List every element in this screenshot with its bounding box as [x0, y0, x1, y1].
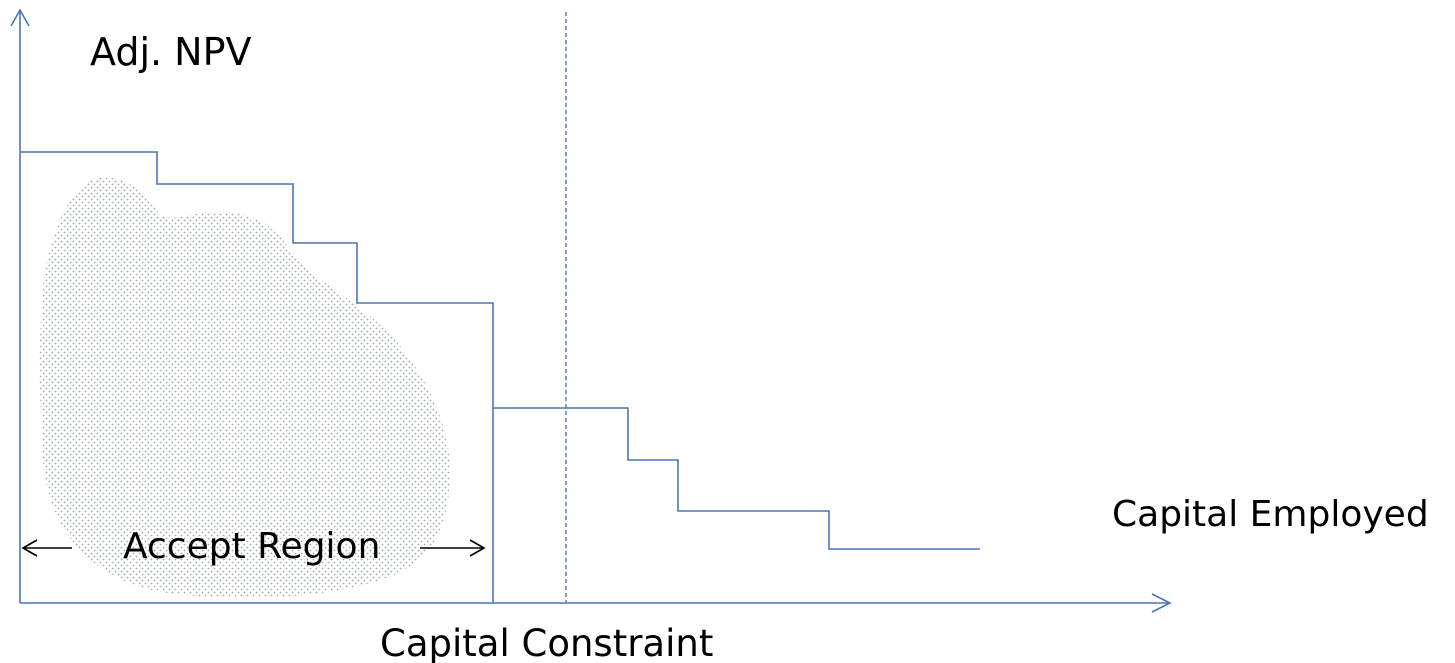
accept-region-label: Accept Region [123, 526, 381, 567]
accept-region-shading [39, 177, 450, 598]
y-axis-arrow-icon [10, 8, 30, 27]
x-axis-arrow-icon [1151, 593, 1172, 613]
accept-left-arrow-icon [21, 539, 38, 557]
npv-step-line [20, 151, 980, 550]
capital-constraint-label: Capital Constraint [380, 622, 714, 663]
y-axis-label: Adj. NPV [90, 30, 252, 74]
x-axis-label: Capital Employed [1112, 494, 1429, 535]
accept-right-arrow-icon [469, 539, 486, 557]
